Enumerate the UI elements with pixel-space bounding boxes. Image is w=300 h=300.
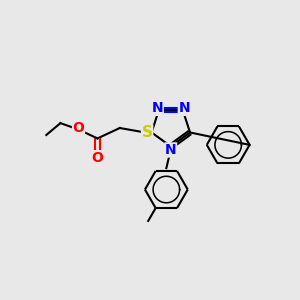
Text: N: N [165,143,177,157]
Text: N: N [178,101,190,116]
Text: O: O [92,151,104,165]
Text: N: N [152,101,163,116]
Text: O: O [73,121,84,135]
Text: S: S [142,125,153,140]
